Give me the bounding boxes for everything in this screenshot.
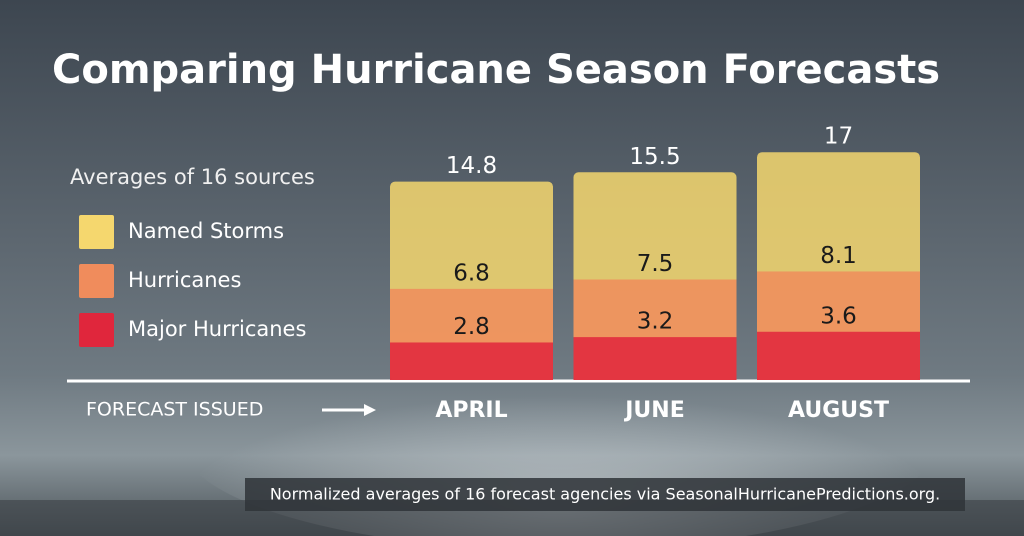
arrow [322, 404, 376, 416]
value-label: 17 [824, 124, 853, 150]
value-label: 15.5 [629, 144, 680, 170]
value-label: 3.6 [820, 303, 857, 329]
bar [390, 342, 553, 380]
bar [757, 331, 920, 380]
bar [573, 337, 737, 380]
value-label: 8.1 [820, 243, 857, 269]
source-box [245, 478, 965, 511]
legend-label: Named Storms [128, 219, 284, 243]
subtitle: Averages of 16 sources [70, 165, 315, 189]
legend-swatch [79, 215, 114, 249]
legend-swatch [79, 264, 114, 298]
value-label: 6.8 [453, 260, 490, 286]
x-tick-label: APRIL [435, 398, 507, 423]
chart-title: Comparing Hurricane Season Forecasts [52, 47, 940, 93]
value-label: 2.8 [453, 314, 490, 340]
legend-label: Hurricanes [128, 268, 241, 292]
x-tick-label: JUNE [623, 398, 685, 423]
source-note: Normalized averages of 16 forecast agenc… [270, 485, 940, 504]
legend-swatch [79, 313, 114, 347]
value-label: 3.2 [637, 309, 674, 335]
value-label: 14.8 [446, 153, 497, 179]
value-label: 7.5 [637, 251, 674, 277]
x-tick-label: AUGUST [788, 398, 889, 423]
legend-label: Major Hurricanes [128, 317, 306, 341]
x-axis-label: FORECAST ISSUED [86, 399, 263, 421]
arrow-head [364, 404, 376, 416]
